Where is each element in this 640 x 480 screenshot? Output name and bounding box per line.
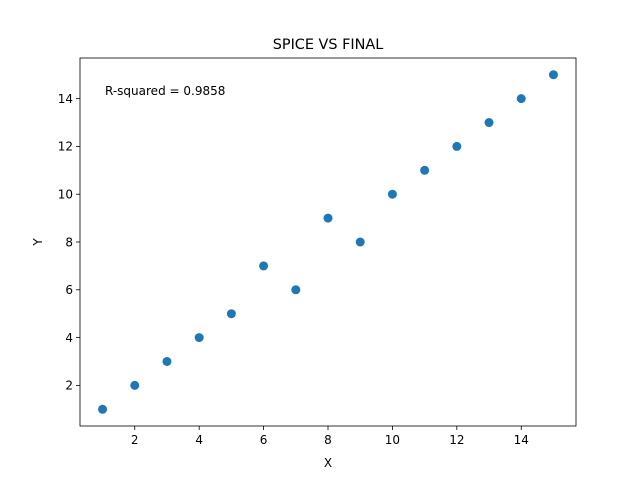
data-point bbox=[387, 189, 397, 199]
y-axis-label: Y bbox=[31, 238, 45, 247]
x-tick-label: 2 bbox=[131, 433, 139, 447]
x-tick-label: 12 bbox=[449, 433, 464, 447]
data-point bbox=[420, 165, 430, 175]
y-axis-ticks: 2 4 6 8 10 12 14 bbox=[58, 92, 80, 393]
y-tick-label: 14 bbox=[58, 92, 73, 106]
x-tick-label: 4 bbox=[195, 433, 203, 447]
data-point bbox=[484, 118, 494, 128]
data-point bbox=[516, 94, 526, 104]
y-tick-label: 8 bbox=[65, 235, 73, 249]
data-point bbox=[355, 237, 365, 247]
data-point bbox=[259, 261, 269, 271]
data-point bbox=[548, 70, 558, 80]
y-tick-label: 2 bbox=[65, 379, 73, 393]
x-tick-label: 10 bbox=[385, 433, 400, 447]
x-tick-label: 14 bbox=[514, 433, 529, 447]
y-tick-label: 4 bbox=[65, 331, 73, 345]
data-point bbox=[323, 213, 333, 223]
y-tick-label: 6 bbox=[65, 283, 73, 297]
data-points bbox=[98, 70, 558, 414]
data-point bbox=[130, 380, 140, 390]
data-point bbox=[194, 333, 204, 343]
x-axis-ticks: 2 4 6 8 10 12 14 bbox=[131, 426, 529, 447]
data-point bbox=[226, 309, 236, 319]
x-tick-label: 6 bbox=[260, 433, 268, 447]
y-tick-label: 10 bbox=[58, 188, 73, 202]
data-point bbox=[98, 404, 108, 414]
data-point bbox=[452, 141, 462, 151]
data-point bbox=[291, 285, 301, 295]
x-axis-label: X bbox=[324, 456, 332, 470]
chart-title: SPICE VS FINAL bbox=[273, 37, 383, 53]
x-tick-label: 8 bbox=[324, 433, 332, 447]
data-point bbox=[162, 356, 172, 366]
r-squared-annotation: R-squared = 0.9858 bbox=[105, 84, 225, 98]
y-tick-label: 12 bbox=[58, 140, 73, 154]
